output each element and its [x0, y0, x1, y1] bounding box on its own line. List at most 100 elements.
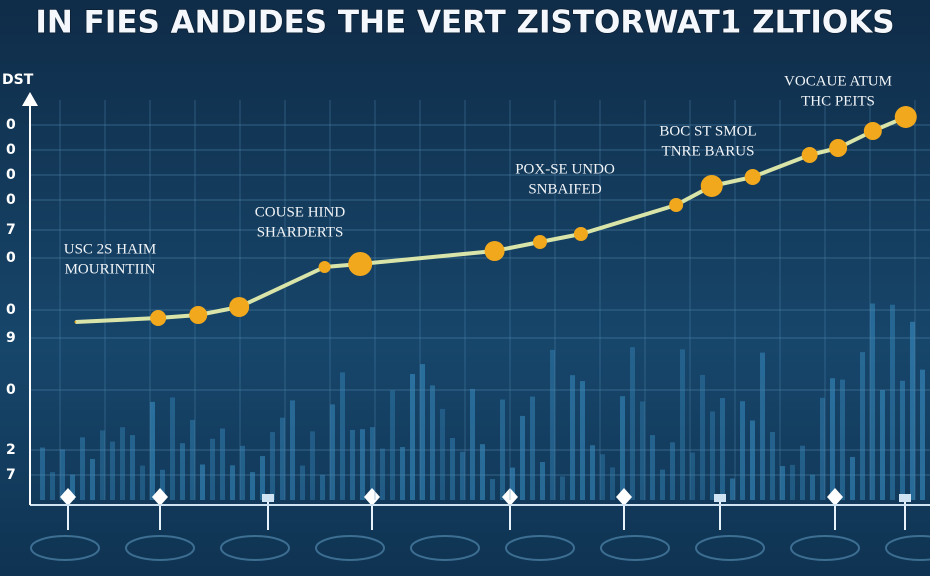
ornament [695, 535, 765, 561]
background-column [740, 401, 745, 500]
background-column [670, 442, 675, 500]
background-column [650, 435, 655, 500]
background-column [840, 379, 845, 500]
data-point [229, 297, 250, 317]
background-column [580, 381, 585, 500]
annotation: POX-SE UNDO [515, 161, 615, 177]
background-column [340, 372, 345, 500]
ornament [125, 535, 195, 561]
annotation: SNBAIFED [528, 181, 602, 197]
data-point [318, 261, 331, 273]
ornament [30, 535, 100, 561]
axis-marker [827, 488, 843, 506]
background-column [490, 479, 495, 500]
background-column [230, 465, 235, 500]
background-column [310, 431, 315, 500]
data-point [863, 122, 882, 140]
background-column [390, 390, 395, 500]
grid: 0 0 0 0 7 0 0 9 0 2 7 [6, 117, 930, 483]
axis-arrow [22, 92, 38, 106]
plot: USC 2S HAIM MOURINTIIN COUSE HIND SHARDERTS… [64, 73, 917, 326]
ornament [315, 535, 385, 561]
y-tick-label: 0 [6, 167, 16, 183]
background-column [520, 415, 525, 500]
background-column [860, 352, 865, 500]
background-column [620, 396, 625, 500]
background-column [920, 369, 925, 500]
background-column [110, 441, 115, 500]
y-tick-label: 0 [6, 250, 16, 266]
background-column [750, 420, 755, 500]
background-column [610, 467, 615, 500]
background-column [630, 347, 635, 500]
decoration [30, 100, 930, 561]
background-column [850, 456, 855, 500]
background-column [150, 401, 155, 500]
axis-marker [616, 488, 632, 506]
background-column [470, 388, 475, 500]
data-point [348, 252, 373, 276]
background-column [430, 385, 435, 500]
background-column [510, 467, 515, 500]
background-column [770, 431, 775, 500]
y-tick-label: 0 [6, 192, 16, 208]
y-tick-label: 0 [6, 117, 16, 133]
background-column [220, 428, 225, 500]
background-column [160, 469, 165, 500]
annotation: USC 2S HAIM [64, 241, 157, 257]
data-point [744, 169, 761, 185]
background-column [800, 445, 805, 500]
background-column [270, 432, 275, 500]
background-column [700, 374, 705, 500]
y-tick-label: 7 [6, 467, 16, 483]
y-tick-label: 7 [6, 222, 16, 238]
background-column [380, 448, 385, 500]
background-column [540, 462, 545, 500]
background-column [830, 378, 835, 500]
annotation: THC PEITS [801, 93, 875, 109]
background-column [280, 417, 285, 500]
data-point [669, 198, 684, 212]
background-column [70, 474, 75, 500]
background-column [660, 469, 665, 500]
background-column [570, 375, 575, 500]
background-column [100, 430, 105, 500]
background-column [820, 397, 825, 500]
background-column [250, 472, 255, 500]
annotation: SHARDERTS [257, 224, 344, 240]
background-column [90, 458, 95, 500]
axis-marker [502, 488, 518, 506]
annotation: BOC ST SMOL [659, 123, 756, 139]
data-point [74, 321, 77, 323]
data-point [573, 227, 588, 241]
background-column [50, 472, 55, 500]
background-column [710, 411, 715, 500]
background-column [560, 476, 565, 500]
background-column [80, 437, 85, 500]
background-column [760, 352, 765, 500]
axis-marker [899, 494, 911, 502]
background-column [640, 401, 645, 500]
background-column [190, 419, 195, 500]
background-column [120, 427, 125, 500]
series-line [75, 115, 907, 324]
data-point [484, 241, 505, 261]
ornament [220, 535, 290, 561]
data-point [801, 147, 818, 163]
ornament [600, 535, 670, 561]
background-column [210, 438, 215, 500]
annotation: COUSE HIND [255, 204, 346, 220]
background-column [360, 429, 365, 500]
y-tick-label: 2 [6, 442, 16, 458]
data-point [829, 139, 848, 157]
y-tick-label: 0 [6, 382, 16, 398]
ornament [885, 535, 930, 561]
y-tick-label: 0 [6, 142, 16, 158]
background-column [530, 396, 535, 500]
background-column [880, 390, 885, 500]
background-column [480, 444, 485, 500]
background-column [790, 464, 795, 500]
background-column [400, 447, 405, 500]
